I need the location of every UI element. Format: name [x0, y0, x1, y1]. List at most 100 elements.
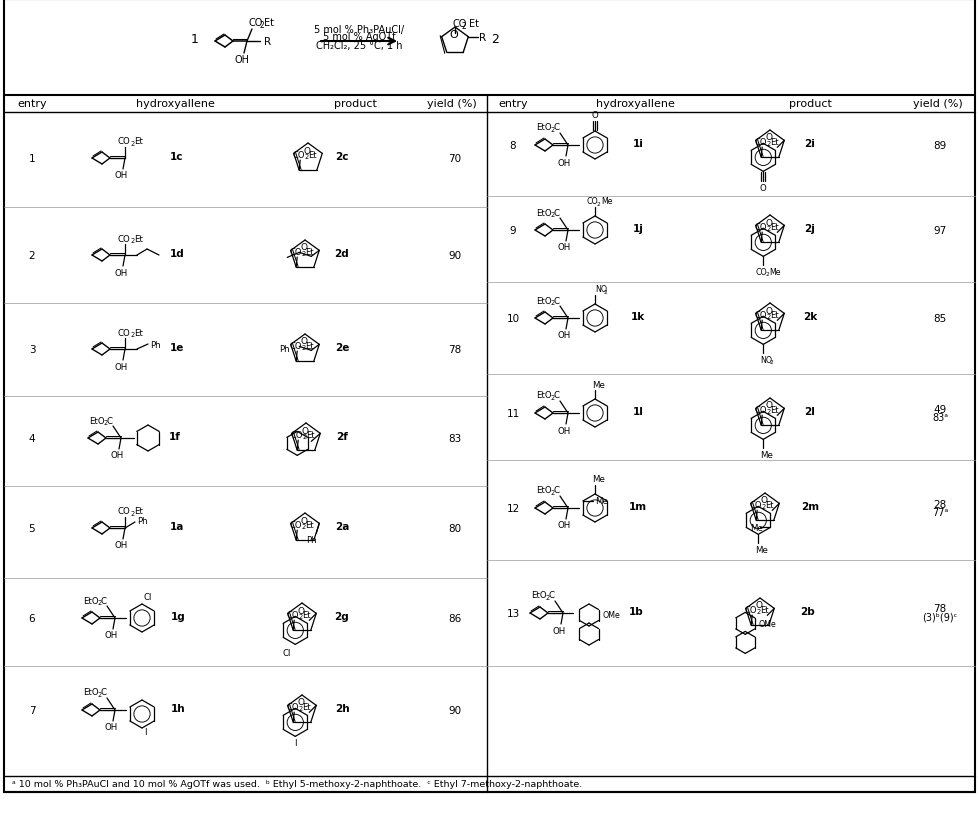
- Text: O: O: [591, 111, 598, 120]
- Text: OH: OH: [552, 626, 565, 635]
- Text: 78: 78: [448, 344, 462, 354]
- Text: CO: CO: [289, 341, 301, 350]
- Text: 2: 2: [755, 609, 760, 614]
- Text: 2f: 2f: [335, 431, 347, 441]
- Text: EtO: EtO: [535, 123, 551, 132]
- Text: Et: Et: [134, 234, 143, 243]
- Text: Me: Me: [592, 475, 604, 484]
- Text: O: O: [301, 426, 308, 435]
- Text: Cl: Cl: [144, 592, 153, 601]
- Text: 2m: 2m: [800, 502, 819, 512]
- Text: product: product: [787, 99, 830, 108]
- Text: 1: 1: [191, 32, 199, 46]
- Text: 2j: 2j: [804, 224, 815, 233]
- Text: Me: Me: [769, 267, 780, 277]
- Text: 1m: 1m: [628, 502, 646, 512]
- Text: 5 mol % AgOTf: 5 mol % AgOTf: [323, 32, 395, 42]
- Text: EtO: EtO: [535, 486, 551, 495]
- Text: 2: 2: [769, 359, 773, 364]
- Text: CO: CO: [587, 197, 599, 206]
- Text: 2: 2: [597, 201, 600, 206]
- Text: 9: 9: [510, 226, 515, 236]
- Text: 90: 90: [448, 251, 461, 261]
- Text: Ph: Ph: [279, 344, 289, 354]
- Text: 2c: 2c: [334, 152, 348, 161]
- Text: 1l: 1l: [632, 407, 643, 416]
- Text: 2: 2: [130, 141, 134, 147]
- Text: O: O: [297, 698, 304, 706]
- Text: 49: 49: [932, 405, 946, 415]
- Text: Et: Et: [770, 223, 778, 231]
- Text: Et: Et: [305, 520, 313, 529]
- Text: C: C: [554, 486, 559, 495]
- Text: 12: 12: [506, 503, 519, 513]
- Text: Et: Et: [759, 605, 768, 614]
- Text: CO: CO: [743, 605, 756, 614]
- Text: Et: Et: [305, 248, 313, 257]
- Text: I: I: [293, 738, 296, 747]
- Text: 70: 70: [448, 154, 461, 164]
- Text: 2: 2: [545, 595, 549, 600]
- Text: 2d: 2d: [334, 248, 349, 258]
- Text: 77ᵃ: 77ᵃ: [931, 508, 947, 518]
- Text: 86: 86: [448, 614, 462, 623]
- Text: 2: 2: [130, 331, 134, 338]
- Text: 28: 28: [932, 499, 946, 509]
- Text: CO: CO: [748, 500, 761, 509]
- Text: 13: 13: [506, 609, 519, 619]
- Text: C: C: [554, 209, 559, 217]
- Text: 2: 2: [302, 434, 306, 440]
- Text: yield (%): yield (%): [426, 99, 476, 108]
- Text: C: C: [101, 688, 107, 696]
- Text: Et: Et: [134, 137, 143, 147]
- Text: 1a: 1a: [169, 522, 184, 532]
- Text: O: O: [765, 401, 772, 410]
- Text: CO: CO: [286, 702, 298, 710]
- Text: CO: CO: [286, 610, 298, 619]
- Text: 2: 2: [301, 251, 305, 257]
- Text: 2: 2: [298, 614, 302, 619]
- Text: O: O: [755, 601, 762, 609]
- Text: product: product: [333, 99, 377, 108]
- Text: 2: 2: [130, 510, 134, 517]
- Text: (3)ᵇ(9)ᶜ: (3)ᵇ(9)ᶜ: [921, 611, 956, 621]
- Text: OH: OH: [556, 158, 570, 167]
- Text: I: I: [144, 728, 146, 737]
- Text: 6: 6: [28, 614, 35, 623]
- Text: OH: OH: [105, 723, 117, 732]
- Text: 3: 3: [28, 344, 35, 354]
- Text: CO: CO: [289, 430, 302, 439]
- Text: OH: OH: [111, 451, 123, 460]
- Text: 1b: 1b: [628, 606, 643, 616]
- Text: OH: OH: [235, 55, 249, 65]
- Text: 2k: 2k: [802, 311, 817, 321]
- Text: C: C: [554, 296, 559, 306]
- Text: 2: 2: [766, 409, 770, 415]
- Text: 2: 2: [550, 394, 554, 401]
- Text: 2a: 2a: [334, 522, 349, 532]
- Text: 85: 85: [932, 314, 946, 324]
- Text: CO: CO: [754, 267, 766, 277]
- Text: C: C: [107, 416, 112, 425]
- Text: 83: 83: [448, 434, 462, 444]
- Text: Me: Me: [760, 450, 773, 460]
- Text: 1i: 1i: [632, 139, 643, 149]
- Text: 89: 89: [932, 141, 946, 151]
- Text: 5: 5: [28, 523, 35, 533]
- Text: 1j: 1j: [632, 224, 643, 233]
- Text: NO: NO: [595, 285, 606, 294]
- Text: 2: 2: [550, 489, 554, 495]
- Text: O: O: [759, 184, 766, 193]
- Text: CH₂Cl₂, 25 °C, 1 h: CH₂Cl₂, 25 °C, 1 h: [316, 41, 402, 51]
- Text: Et: Et: [468, 19, 478, 29]
- Text: R: R: [478, 32, 485, 42]
- Text: 2: 2: [260, 21, 264, 30]
- Text: 2i: 2i: [804, 139, 815, 149]
- Text: 2: 2: [603, 289, 607, 294]
- Text: OH: OH: [556, 331, 570, 340]
- Text: O: O: [303, 147, 310, 156]
- Text: Me: Me: [595, 497, 607, 506]
- Text: 8: 8: [510, 141, 515, 151]
- Text: CO: CO: [118, 328, 131, 337]
- Text: Et: Et: [134, 507, 143, 516]
